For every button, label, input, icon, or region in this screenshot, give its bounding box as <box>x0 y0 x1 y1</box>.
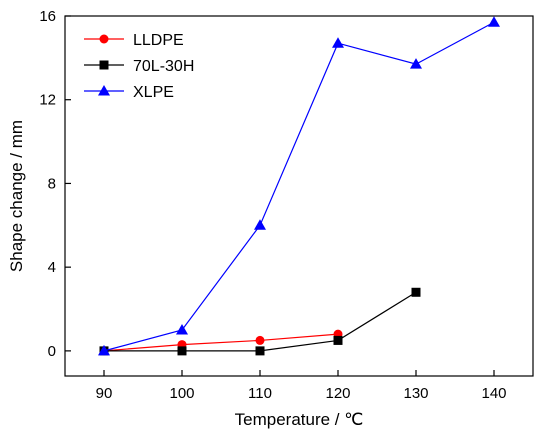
legend-marker <box>98 85 110 96</box>
data-point-70l-30h <box>255 346 265 356</box>
x-tick-label: 110 <box>248 385 272 402</box>
y-tick-label: 8 <box>48 175 56 192</box>
data-point-xlpe <box>488 16 500 27</box>
axes <box>64 15 534 377</box>
legend-item-xlpe: XLPE <box>84 84 174 101</box>
y-tick-label: 0 <box>48 343 56 360</box>
series-line-xlpe <box>103 21 495 352</box>
data-point-xlpe <box>98 344 110 356</box>
series-xlpe <box>98 16 500 356</box>
series-70l-30h <box>99 287 421 356</box>
legend-marker <box>99 34 109 44</box>
plot-frame <box>64 15 534 377</box>
legend-label: 70L-30H <box>133 58 194 75</box>
data-point-xlpe <box>332 37 344 48</box>
y-tick-label: 16 <box>39 8 56 25</box>
series-line-lldpe <box>103 333 339 352</box>
x-tick-label: 90 <box>96 385 113 402</box>
y-tick-label: 12 <box>39 92 56 109</box>
legend-label: LLDPE <box>133 32 184 49</box>
ticks: 90 100 110 120 130 140 0 4 8 12 16 <box>39 8 506 402</box>
series-group <box>98 16 500 356</box>
data-point-70l-30h <box>411 287 421 297</box>
legend-label: XLPE <box>133 84 174 101</box>
legend-marker <box>99 60 109 70</box>
data-point-lldpe <box>255 335 265 345</box>
y-tick-label: 4 <box>48 259 56 276</box>
data-point-xlpe <box>254 219 266 230</box>
x-tick-label: 120 <box>325 385 350 402</box>
x-tick-label: 100 <box>169 385 194 402</box>
y-axis-title: Shape change / mm <box>7 120 26 272</box>
x-tick-label: 140 <box>481 385 506 402</box>
legend-item-lldpe: LLDPE <box>84 32 184 49</box>
x-axis-title: Temperature / ℃ <box>235 410 364 429</box>
data-point-xlpe <box>176 323 188 335</box>
data-point-xlpe <box>410 58 422 69</box>
x-tick-label: 130 <box>403 385 428 402</box>
data-point-70l-30h <box>177 346 187 356</box>
legend: LLDPE 70L-30H XLPE <box>84 32 194 101</box>
legend-item-70l-30h: 70L-30H <box>84 58 194 75</box>
data-point-70l-30h <box>333 335 343 345</box>
